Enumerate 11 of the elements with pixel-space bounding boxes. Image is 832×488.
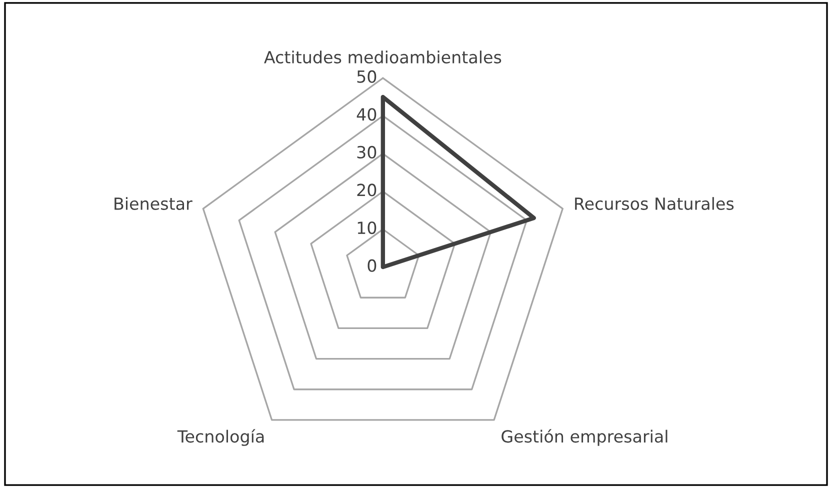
- y-tick-label: 10: [358, 221, 376, 234]
- y-tick-label: 0: [368, 259, 376, 272]
- spoke-label: Gestión empresarial: [502, 429, 668, 446]
- spoke-label: Actitudes medioambientales: [264, 50, 502, 64]
- spoke-label: Bienestar: [114, 197, 192, 210]
- y-tick-label: 40: [356, 108, 376, 121]
- y-tick-label: 20: [357, 184, 376, 196]
- y-tick-label: 50: [357, 70, 376, 83]
- spoke-label: Recursos Naturales: [575, 197, 734, 210]
- y-tick-label: 30: [357, 146, 376, 158]
- spoke-label: Tecnología: [177, 429, 264, 446]
